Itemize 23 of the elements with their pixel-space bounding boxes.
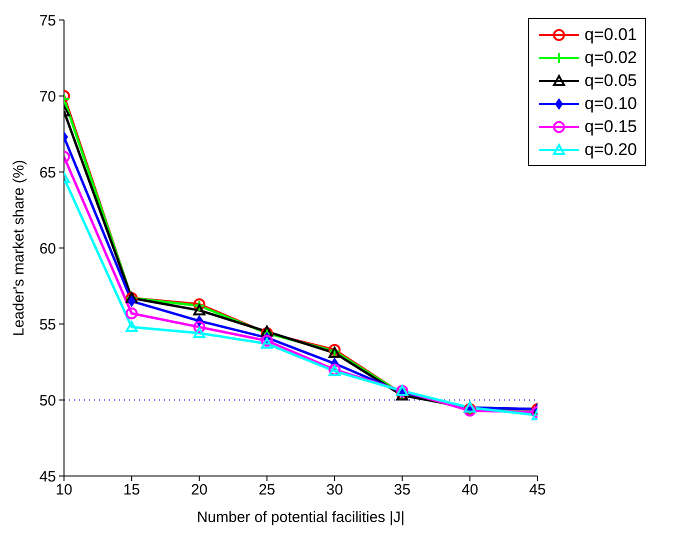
y-tick-label: 45: [39, 468, 56, 486]
x-tick-label: 10: [56, 482, 72, 499]
x-tick-label: 20: [190, 482, 208, 499]
y-tick-label: 75: [39, 12, 56, 30]
legend-label: q=0.15: [584, 116, 637, 136]
x-tick-label: 45: [529, 482, 546, 499]
x-tick-label: 35: [394, 482, 411, 499]
x-tick-label: 15: [123, 482, 140, 499]
y-tick-label: 70: [39, 88, 56, 106]
x-tick-label: 30: [326, 482, 343, 499]
x-axis-title: Number of potential facilities |J|: [196, 509, 405, 526]
y-tick-label: 60: [39, 240, 56, 258]
legend-label: q=0.05: [584, 70, 637, 90]
legend-label: q=0.10: [584, 94, 637, 114]
legend-label: q=0.02: [584, 48, 637, 68]
y-tick-label: 55: [39, 316, 56, 334]
x-tick-label: 40: [462, 482, 478, 499]
y-axis-title: Leader's market share (%): [10, 160, 28, 336]
legend-label: q=0.01: [584, 24, 637, 44]
y-tick-label: 65: [39, 164, 56, 182]
y-tick-label: 50: [39, 392, 56, 410]
legend-label: q=0.20: [584, 140, 637, 160]
x-tick-label: 25: [258, 482, 276, 499]
